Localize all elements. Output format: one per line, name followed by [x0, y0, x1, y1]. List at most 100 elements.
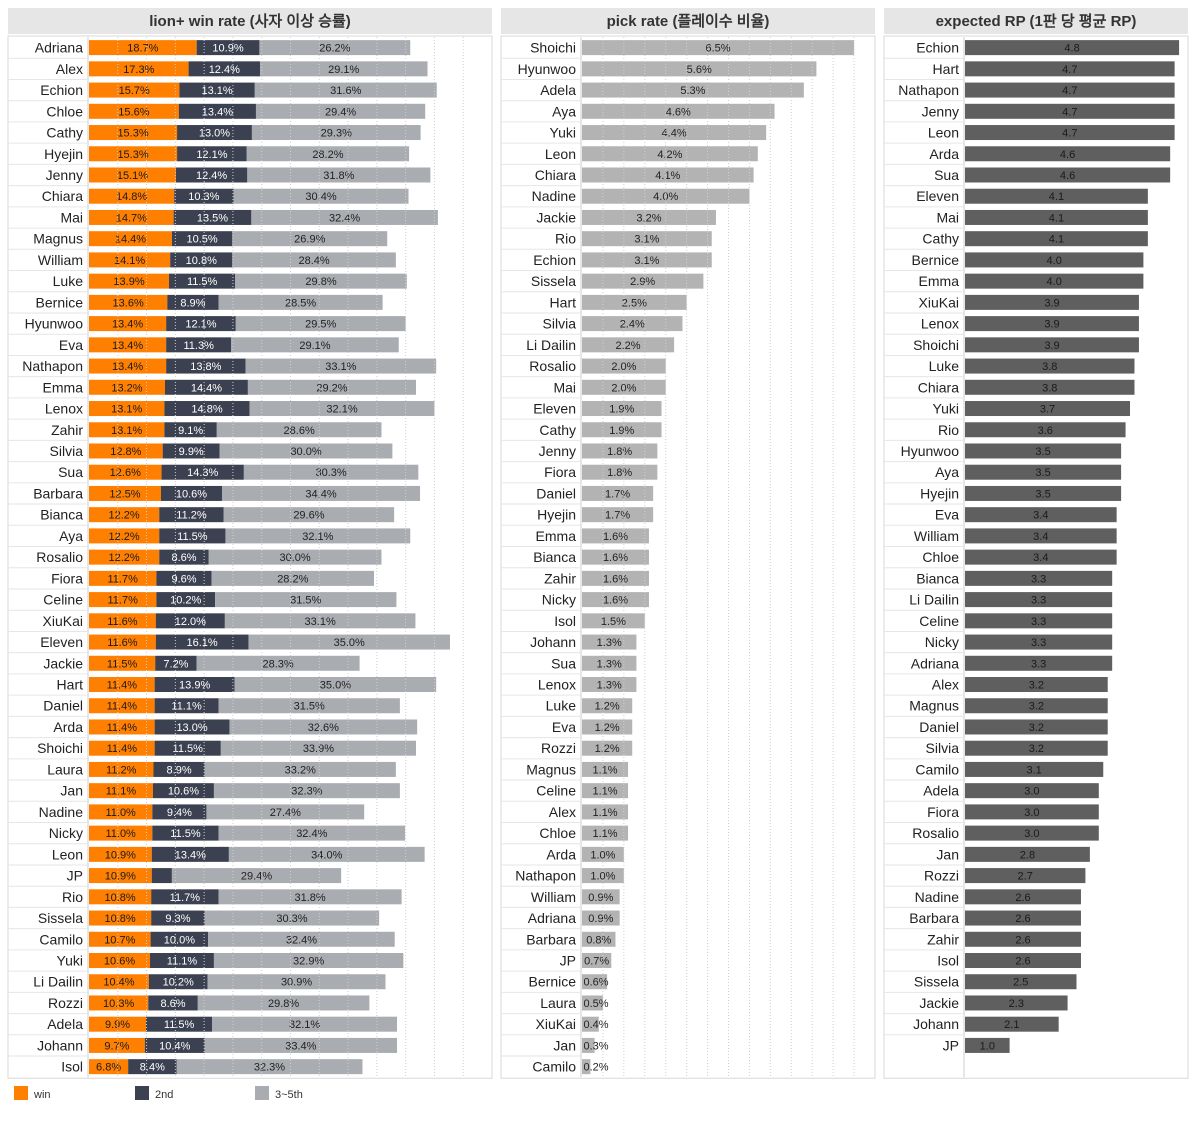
category-label: Sissela — [38, 910, 83, 926]
category-label: XiuKai — [536, 1016, 576, 1032]
pick-rate-bar — [582, 740, 633, 756]
category-label: Sua — [551, 655, 576, 671]
expected-rp-bar — [965, 252, 1144, 268]
bar-value-label: 4.1% — [655, 170, 680, 182]
bar-value-label: 35.0% — [334, 637, 365, 649]
expected-rp-bar — [965, 337, 1139, 353]
bar-value-label: 13.5% — [197, 212, 228, 224]
category-label: Hyunwoo — [25, 316, 84, 332]
category-label: Hyejin — [537, 507, 576, 523]
bar-35th — [251, 125, 421, 141]
bar-value-label: 3.8 — [1042, 382, 1057, 394]
bar-value-label: 1.3% — [597, 637, 622, 649]
bar-2nd — [171, 231, 233, 247]
category-label: Silvia — [543, 316, 577, 332]
bar-35th — [246, 146, 410, 162]
category-label: Lenox — [921, 316, 959, 332]
expected-rp-bar — [965, 103, 1175, 119]
pick-rate-bar — [582, 40, 855, 56]
bar-win — [89, 889, 152, 905]
expected-rp-bar — [965, 167, 1171, 183]
category-label: Camilo — [39, 931, 83, 947]
expected-rp-bar — [965, 422, 1126, 438]
category-label: Luke — [546, 698, 577, 714]
category-label: Celine — [43, 592, 83, 608]
category-label: Barbara — [33, 485, 83, 501]
bar-2nd — [145, 1016, 213, 1032]
category-label: Daniel — [43, 698, 83, 714]
bar-35th — [247, 167, 431, 183]
bar-value-label: 32.4% — [296, 828, 327, 840]
bar-35th — [208, 549, 382, 565]
category-label: Li Dailin — [526, 337, 576, 353]
pick-rate-bar — [582, 761, 629, 777]
expected-rp-bar — [965, 316, 1139, 332]
bar-value-label: 32.4% — [286, 934, 317, 946]
category-label: Mai — [60, 209, 83, 225]
panel-title: pick rate (플레이수 비율) — [607, 13, 770, 30]
bar-value-label: 15.3% — [117, 149, 148, 161]
category-label: Jan — [60, 783, 83, 799]
category-label: Chiara — [918, 379, 959, 395]
bar-win — [89, 485, 161, 501]
bar-value-label: 31.5% — [290, 595, 321, 607]
bar-value-label: 32.1% — [326, 404, 357, 416]
bar-value-label: 11.1% — [106, 786, 137, 798]
pick-rate-bar — [582, 231, 712, 247]
bar-2nd — [162, 443, 220, 459]
bar-value-label: 3.3 — [1031, 595, 1046, 607]
bar-win — [89, 549, 160, 565]
bar-value-label: 11.3% — [183, 340, 214, 352]
bar-win — [89, 337, 167, 353]
pick-rate-bar — [582, 719, 633, 735]
bar-2nd — [151, 910, 205, 926]
expected-rp-bar — [965, 634, 1113, 650]
bar-win — [89, 570, 157, 586]
bar-value-label: 29.1% — [328, 64, 359, 76]
bar-35th — [220, 740, 417, 756]
bar-value-label: 1.1% — [592, 807, 617, 819]
category-label: Fiora — [544, 464, 576, 480]
bar-2nd — [170, 252, 233, 268]
bar-2nd — [166, 337, 232, 353]
bar-2nd — [178, 103, 256, 119]
bar-win — [89, 698, 155, 714]
pick-rate-bar — [582, 82, 804, 98]
category-label: Adriana — [35, 40, 83, 56]
bar-2nd — [166, 358, 246, 374]
bar-win — [89, 507, 160, 523]
legend-label: 2nd — [155, 1089, 173, 1101]
bar-35th — [215, 592, 397, 608]
pick-rate-bar — [582, 846, 624, 862]
bar-35th — [243, 464, 419, 480]
bar-win — [89, 379, 165, 395]
expected-rp-bar — [965, 613, 1113, 629]
bar-value-label: 33.1% — [305, 616, 336, 628]
bar-value-label: 1.3% — [597, 680, 622, 692]
bar-value-label: 11.5% — [177, 531, 208, 543]
bar-value-label: 11.4% — [107, 743, 138, 755]
bar-win — [89, 443, 163, 459]
bar-35th — [255, 103, 426, 119]
expected-rp-bar — [965, 995, 1068, 1011]
category-label: Jackie — [919, 995, 959, 1011]
bar-value-label: 4.0 — [1047, 276, 1062, 288]
bar-35th — [216, 422, 382, 438]
bar-value-label: 3.3 — [1031, 637, 1046, 649]
category-label: Isol — [61, 1059, 83, 1075]
pick-rate-bar — [582, 252, 712, 268]
category-label: Jan — [936, 846, 959, 862]
bar-win — [89, 82, 180, 98]
panel-1: lion+ win rate (사자 이상 승률) Adriana 18.7% 10.… — [7, 8, 493, 1079]
bar-value-label: 4.6% — [666, 106, 691, 118]
bar-value-label: 10.7% — [104, 934, 135, 946]
category-label: Lenox — [538, 677, 576, 693]
bar-value-label: 4.7 — [1062, 64, 1077, 76]
category-label: Magnus — [526, 761, 576, 777]
bar-value-label: 1.6% — [603, 595, 628, 607]
bar-value-label: 13.1% — [201, 85, 232, 97]
category-label: Camilo — [532, 1059, 576, 1075]
bar-value-label: 1.1% — [592, 786, 617, 798]
bar-value-label: 4.7 — [1062, 106, 1077, 118]
bar-value-label: 9.6% — [171, 573, 196, 585]
